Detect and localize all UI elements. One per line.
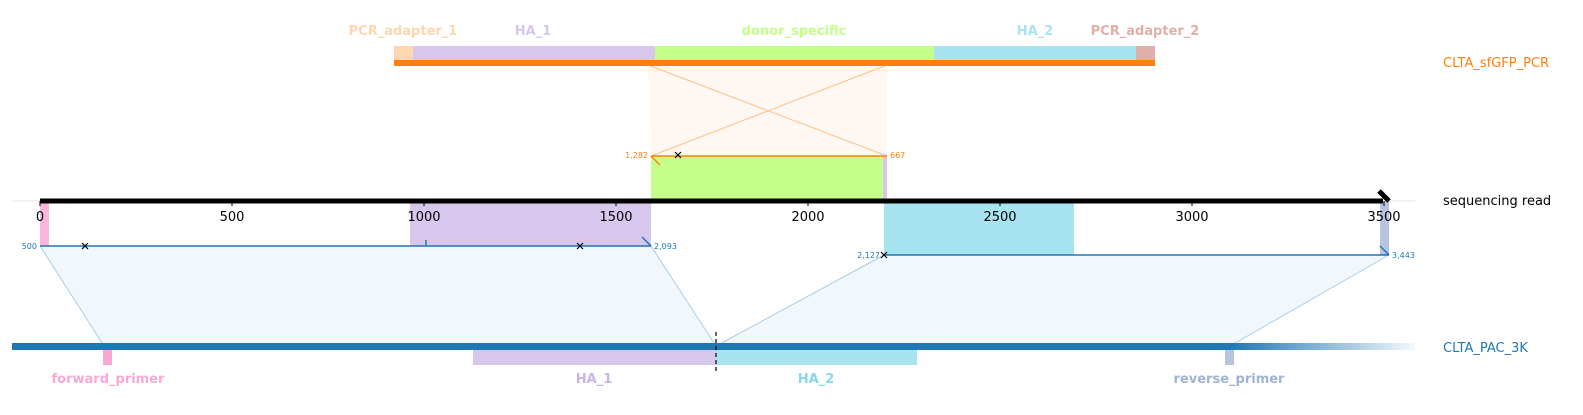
read-axis-ticks (39, 201, 1385, 206)
pcr-feature-ha-2 (934, 46, 1136, 60)
read-feature-reverse-primer (1380, 201, 1389, 255)
axis-tick-label: 2000 (791, 210, 824, 225)
pcr-feature-label: HA_1 (515, 24, 552, 39)
axis-tick-label: 2500 (983, 210, 1016, 225)
pcr-feature-pcr-adapter-2 (1136, 46, 1155, 60)
mismatch-marker (880, 251, 888, 259)
genome-left-alignment-end-tick (641, 236, 652, 247)
pcr-feature-label: PCR_adapter_1 (349, 24, 458, 39)
genome-left-alignment-end-label: 2,093 (654, 242, 677, 251)
genome-feature-reverse-primer (1225, 350, 1234, 365)
genome-feature-label: forward_primer (52, 372, 166, 387)
read-track-label: sequencing read (1443, 194, 1551, 209)
pcr-feature-label: HA_2 (1017, 24, 1054, 39)
axis-tick-label: 500 (220, 210, 245, 225)
genome-left-connection-line (39, 245, 105, 347)
donor-connection-line (650, 64, 888, 157)
genome-feature-label: HA_1 (576, 372, 613, 387)
mismatch-marker (81, 242, 89, 250)
genome-feature-ha-2 (716, 350, 917, 365)
axis-tick-label: 3000 (1175, 210, 1208, 225)
axis-tick-label: 1000 (407, 210, 440, 225)
mismatch-marker (674, 151, 682, 159)
genome-feature-ha-1 (473, 350, 716, 365)
pcr-feature-label: PCR_adapter_2 (1091, 24, 1200, 39)
genome-right-connection-line (1229, 254, 1390, 347)
genome-right-alignment-end-tick (1379, 245, 1390, 256)
genome-feature-label: reverse_primer (1174, 372, 1286, 387)
genome-track-label: CLTA_PAC_3K (1443, 341, 1528, 356)
genome-reference-bar (12, 343, 1230, 350)
donor-alignment-end-tick (650, 155, 661, 166)
genome-feature-label: HA_2 (798, 372, 835, 387)
genome-right-alignment-end-label: 3,443 (1392, 251, 1415, 260)
read-feature-forward-primer (40, 201, 49, 246)
read-feature-ha-2 (884, 201, 1074, 255)
genome-reference-bar-fade (1230, 343, 1415, 350)
donor-connection-line (647, 64, 888, 157)
genome-left-connection-region (40, 246, 716, 346)
pcr-feature-ha-1 (413, 46, 655, 60)
read-feature-ha-1 (410, 201, 651, 246)
donor-alignment-start-label: 1,282 (625, 151, 648, 160)
genome-right-connection-line (715, 254, 885, 347)
pcr-feature-donor-specific (655, 46, 934, 60)
read-feature-donor-specific (651, 156, 883, 200)
axis-tick-label: 0 (36, 210, 44, 225)
read-feature-ha-2-top (883, 156, 887, 200)
donor-alignment-end-label: 667 (890, 151, 905, 160)
pcr-feature-pcr-adapter-1 (394, 46, 413, 60)
axis-tick-label: 1500 (599, 210, 632, 225)
genome-feature-forward-primer (103, 350, 112, 365)
mismatch-marker (576, 242, 584, 250)
genome-left-connection-line (650, 245, 717, 347)
genome-right-connection-region (716, 255, 1389, 346)
pcr-feature-label: donor_specific (742, 24, 847, 39)
read-direction-arrow (1377, 189, 1391, 203)
pcr-template-bar (394, 60, 1155, 66)
pcr-track-label: CLTA_sfGFP_PCR (1443, 56, 1549, 71)
genome-right-alignment-start-label: 2,127 (857, 251, 880, 260)
axis-tick-label: 3500 (1367, 210, 1400, 225)
genome-left-alignment-start-label: 500 (22, 242, 37, 251)
